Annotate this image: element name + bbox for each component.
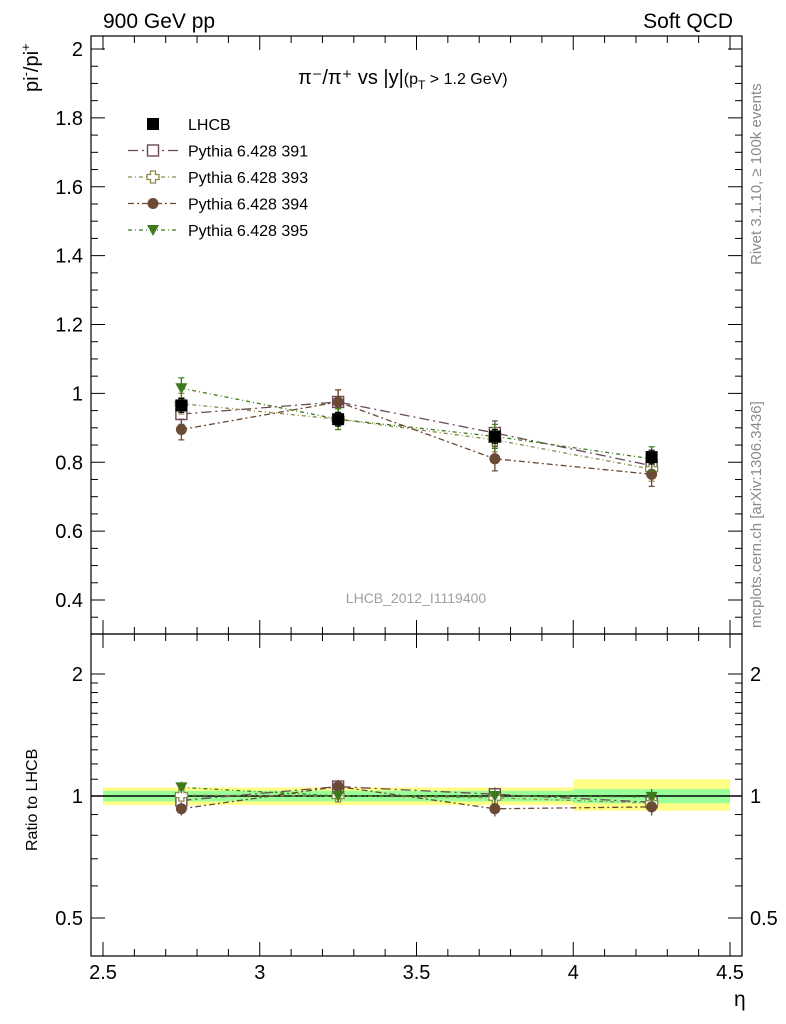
ratio-series-group xyxy=(174,780,659,817)
legend-label: Pythia 6.428 394 xyxy=(188,197,308,214)
ratio-data-point xyxy=(175,803,187,815)
ratio-series-line xyxy=(181,786,652,798)
ratio-series-line xyxy=(181,785,652,810)
main-series-3 xyxy=(175,389,658,487)
main-y-tick-label: 1.4 xyxy=(55,246,83,268)
legend-label: Pythia 6.428 393 xyxy=(188,170,308,187)
legend-marker xyxy=(147,225,159,236)
ratio-y-tick-label-right: 0.5 xyxy=(750,908,778,930)
ratio-data-point xyxy=(174,788,189,802)
ratio-data-point xyxy=(488,791,501,802)
main-y-axis-label-sup2: + xyxy=(18,43,33,51)
ratio-y-tick-label: 2 xyxy=(72,664,83,686)
x-axis-label: η xyxy=(734,988,746,1011)
legend: LHCB Pythia 6.428 391 Pythia 6.428 393 Pyth… xyxy=(128,117,308,240)
plot-title-main: π⁻/π⁺ vs |y| xyxy=(298,67,404,89)
data-point xyxy=(646,468,658,480)
ratio-y-tick-label: 0.5 xyxy=(55,908,83,930)
ratio-series-line xyxy=(181,794,652,804)
plot-title-sub-rest: > 1.2 GeV) xyxy=(425,71,507,88)
rivet-version-label: Rivet 3.1.10, ≥ 100k events xyxy=(748,83,765,265)
legend-marker xyxy=(147,118,159,130)
header-left-label: 900 GeV pp xyxy=(103,10,215,33)
data-point xyxy=(332,413,345,426)
legend-label: LHCB xyxy=(188,117,231,134)
main-y-tick-label: 1 xyxy=(72,383,83,405)
ratio-series-3 xyxy=(175,780,658,817)
data-point xyxy=(175,424,187,436)
data-point xyxy=(332,396,344,408)
x-tick-label: 3.5 xyxy=(403,962,431,984)
main-y-tick-label: 1.2 xyxy=(55,315,83,337)
main-y-tick-label: 1.6 xyxy=(55,177,83,199)
ratio-y-axis-label: Ratio to LHCB xyxy=(24,749,41,851)
main-series-1 xyxy=(175,389,658,479)
data-point xyxy=(175,399,188,412)
series-line xyxy=(181,401,652,475)
main-y-tick-label: 2 xyxy=(72,39,83,61)
axis-tick-labels: 2 1.8 1.6 1.4 1.2 1 0.8 0.6 0.4 2 2 1 1 0.5 0.5 2.5 3 3.5… xyxy=(55,39,778,984)
main-y-axis-label: pi-/pi+ xyxy=(18,43,43,92)
x-tick-label: 3 xyxy=(254,962,265,984)
data-point xyxy=(175,383,188,395)
data-point xyxy=(645,451,658,464)
x-tick-label: 4 xyxy=(568,962,579,984)
x-tick-label: 2.5 xyxy=(89,962,117,984)
legend-marker xyxy=(146,170,160,184)
ratio-series-line xyxy=(181,785,652,803)
legend-marker xyxy=(146,144,160,157)
main-series-group xyxy=(174,377,659,487)
series-line xyxy=(181,387,652,460)
plot-title-sub: (p xyxy=(404,71,418,88)
data-point xyxy=(489,453,501,465)
ratio-data-point xyxy=(175,782,188,794)
header-right-label: Soft QCD xyxy=(643,10,733,33)
x-tick-label: 4.5 xyxy=(716,962,744,984)
ratio-y-tick-label-right: 1 xyxy=(750,786,761,808)
ratio-data-point xyxy=(332,781,344,793)
ratio-data-point xyxy=(489,803,501,815)
main-y-axis-label-base: pi xyxy=(21,76,43,92)
main-y-tick-label: 0.6 xyxy=(55,521,83,543)
axis-ticks xyxy=(91,36,742,956)
legend-marker xyxy=(147,198,159,209)
ratio-data-point xyxy=(645,791,658,803)
ratio-data-point xyxy=(332,791,345,802)
legend-label: Pythia 6.428 395 xyxy=(188,223,308,240)
series-line xyxy=(181,403,652,470)
main-y-tick-label: 1.8 xyxy=(55,108,83,130)
ratio-y-tick-label: 1 xyxy=(72,786,83,808)
main-y-tick-label: 0.8 xyxy=(55,452,83,474)
main-y-tick-label: 0.4 xyxy=(55,590,83,612)
main-y-axis-label-sup1: - xyxy=(18,72,33,76)
analysis-watermark: LHCB_2012_I1119400 xyxy=(346,590,487,606)
ratio-series-4 xyxy=(175,781,658,806)
main-series-0 xyxy=(175,397,658,465)
mcplots-label: mcplots.cern.ch [arXiv:1306.3436] xyxy=(748,401,765,628)
plot-title-sub-index: T xyxy=(418,78,426,92)
legend-label: Pythia 6.428 391 xyxy=(188,144,308,161)
main-y-axis-label-mid: /pi xyxy=(21,51,43,72)
ratio-y-tick-label-right: 2 xyxy=(750,664,761,686)
data-point xyxy=(488,430,501,443)
plot-title: π⁻/π⁺ vs |y|(pT > 1.2 GeV) xyxy=(298,67,508,92)
ratio-data-point xyxy=(646,801,658,813)
